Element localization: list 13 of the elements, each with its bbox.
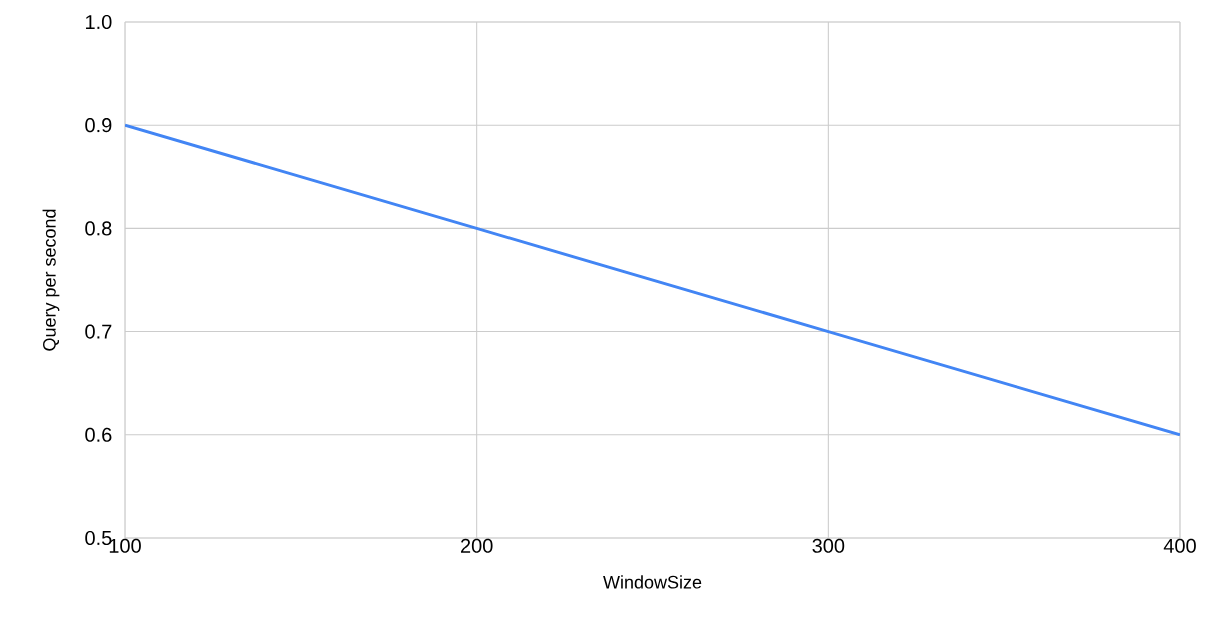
y-tick-label: 0.8	[85, 221, 112, 236]
x-tick-label: 100	[109, 538, 141, 553]
y-axis-title: Query per second	[42, 209, 60, 351]
y-tick-label: 0.9	[85, 118, 112, 133]
y-tick-label: 0.6	[85, 427, 112, 442]
y-tick-label: 1.0	[86, 14, 112, 30]
y-tick-label: 0.5	[85, 530, 112, 546]
x-tick-label: 200	[460, 538, 493, 553]
x-tick-label: 400	[1163, 538, 1196, 553]
x-axis-title: WindowSize	[603, 575, 702, 589]
line-series	[125, 123, 1180, 437]
y-tick-label: 0.7	[85, 324, 112, 339]
x-tick-label: 300	[812, 538, 845, 553]
